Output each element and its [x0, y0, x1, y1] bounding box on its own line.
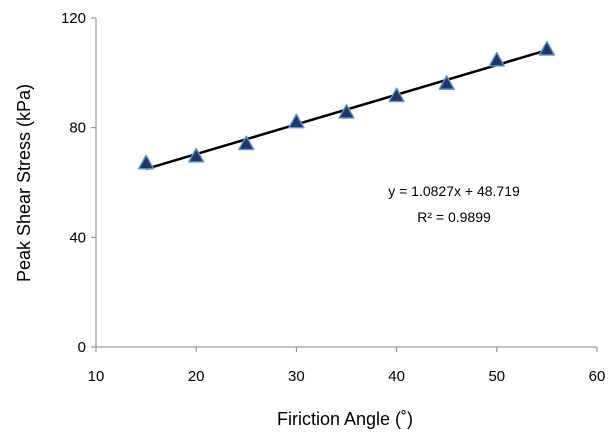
- data-point-0-1: [187, 147, 205, 163]
- x-tick-label-5: 60: [589, 368, 606, 385]
- x-tick-label-2: 30: [288, 368, 305, 385]
- data-point-0-5: [388, 87, 405, 103]
- y-tick-label-1: 40: [69, 229, 86, 246]
- y-tick-label-0: 0: [78, 339, 86, 356]
- data-point-0-2: [238, 135, 255, 151]
- x-tick-label-3: 40: [388, 368, 405, 385]
- y-axis-title: Peak Shear Stress (kPa): [14, 84, 34, 282]
- x-tick-label-1: 20: [188, 368, 205, 385]
- x-tick-label-4: 50: [488, 368, 505, 385]
- data-point-0-3: [288, 113, 305, 129]
- axes: 0 40 80 120 10 20 30 40 50 60: [61, 10, 605, 385]
- x-tick-label-0: 10: [88, 368, 105, 385]
- data-point-0-0: [137, 154, 155, 170]
- data-point-0-6: [438, 75, 455, 90]
- trendline-equation: y = 1.0827x + 48.719: [388, 183, 520, 199]
- x-axis-title: Firiction Angle (˚): [277, 409, 413, 429]
- data-point-0-8: [538, 40, 556, 56]
- labels: Peak Shear Stress (kPa) Firiction Angle …: [14, 84, 520, 429]
- data-point-0-4: [338, 103, 355, 119]
- trendline-r-squared: R² = 0.9899: [417, 209, 491, 225]
- data-point-0-7: [488, 51, 505, 67]
- y-tick-label-2: 80: [69, 120, 86, 137]
- data-points: [137, 40, 556, 170]
- y-tick-label-3: 120: [61, 10, 86, 27]
